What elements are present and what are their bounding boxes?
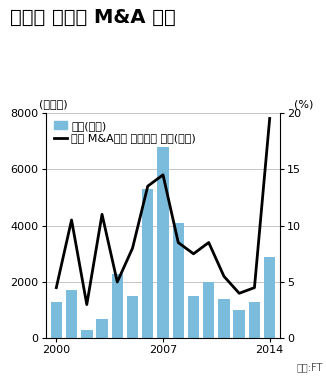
Bar bbox=[142, 189, 154, 338]
Bar bbox=[127, 296, 138, 338]
Bar bbox=[96, 319, 108, 338]
Bar bbox=[81, 330, 93, 338]
Bar bbox=[157, 147, 169, 338]
Bar bbox=[51, 302, 62, 338]
Bar bbox=[111, 274, 123, 338]
Bar bbox=[218, 299, 230, 338]
Bar bbox=[233, 310, 245, 338]
Text: 글로벌 적대적 M&A 규모: 글로벌 적대적 M&A 규모 bbox=[10, 8, 175, 27]
Bar bbox=[249, 302, 260, 338]
Text: (%): (%) bbox=[294, 99, 313, 109]
Text: (억달러): (억달러) bbox=[39, 99, 68, 109]
Bar bbox=[66, 290, 77, 338]
Text: 자료:FT: 자료:FT bbox=[296, 362, 323, 372]
Bar bbox=[172, 223, 184, 338]
Bar bbox=[188, 296, 199, 338]
Bar bbox=[203, 282, 215, 338]
Legend: 규모(좌축), 전체 M&A에서 차지하는 비중(우축): 규모(좌축), 전체 M&A에서 차지하는 비중(우축) bbox=[53, 121, 196, 143]
Bar bbox=[264, 256, 275, 338]
